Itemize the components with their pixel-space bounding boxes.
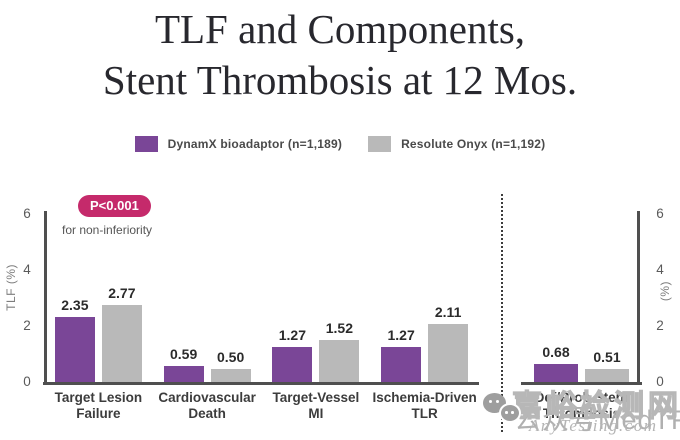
right-y-axis-label: (%): [658, 281, 672, 302]
legend-item: Resolute Onyx (n=1,192): [368, 136, 545, 152]
bar-value-label: 2.35: [61, 297, 89, 313]
bar-value-label: 1.27: [278, 327, 306, 343]
left-y-axis-line: [44, 211, 47, 383]
bar-dynamx-bioadaptor: [534, 364, 578, 383]
axis-tick: 4: [23, 262, 31, 277]
watermark-site-url: AnyTesting.com: [529, 416, 658, 435]
category-label: Target-Vessel MI: [272, 390, 360, 421]
axis-tick: 0: [23, 374, 31, 389]
category-label: Ischemia-Driven TLR: [372, 390, 477, 421]
bar-dynamx-bioadaptor: [272, 347, 313, 383]
bar-value-label: 0.51: [593, 349, 621, 365]
bar-resolute-onyx: [428, 324, 469, 383]
bar-value-label: 0.59: [170, 346, 198, 362]
left-x-axis-line: [43, 382, 479, 385]
bar-group: 2.35 2.77 Target Lesion Failure: [44, 193, 153, 421]
bar-dynamx-bioadaptor: [163, 366, 204, 383]
tlf-components-panel: 2.35 2.77 Target Lesion Failure 0.59 0.50 Card…: [44, 193, 479, 421]
bar-group: 1.27 1.52 Target-Vessel MI: [262, 193, 371, 421]
bar-group: 0.59 0.50 Cardiovascular Death: [153, 193, 262, 421]
legend-label: Resolute Onyx (n=1,192): [401, 137, 546, 151]
legend-label: DynamX bioadaptor (n=1,189): [167, 137, 343, 151]
wechat-icon: [483, 393, 521, 426]
category-label: Target Lesion Failure: [54, 390, 143, 421]
bar-resolute-onyx: [210, 369, 251, 383]
legend-swatch: [368, 136, 392, 152]
axis-tick: 6: [656, 206, 664, 221]
bar-dynamx-bioadaptor: [381, 347, 422, 383]
axis-tick: 2: [656, 318, 664, 333]
category-label: Def/Prob Stent Thrombosis: [534, 390, 629, 421]
bar-group: 1.27 2.11 Ischemia-Driven TLR: [370, 193, 479, 421]
p-value-badge: P<0.001: [78, 195, 151, 217]
axis-tick: 0: [656, 374, 664, 389]
bar-value-label: 2.11: [434, 304, 462, 320]
chart-title-line2: Stent Thrombosis at 12 Mos.: [102, 57, 578, 104]
bar-value-label: 1.52: [325, 320, 353, 336]
axis-tick: 6: [23, 206, 31, 221]
bar-dynamx-bioadaptor: [54, 317, 95, 383]
watermark-wechat-account: 公众号MedTF: [514, 405, 680, 435]
axis-tick: 4: [656, 262, 664, 277]
bar-group: 0.68 0.51 Def/Prob Stent Thrombosis: [521, 193, 642, 421]
bar-value-label: 2.77: [108, 285, 136, 301]
legend-item: DynamX bioadaptor (n=1,189): [134, 136, 343, 152]
bar-resolute-onyx: [101, 305, 142, 383]
bar-resolute-onyx: [585, 369, 629, 383]
stent-thrombosis-panel: 0.68 0.51 Def/Prob Stent Thrombosis: [521, 193, 642, 421]
watermark-site-name: 嘉峪检测网: [511, 389, 680, 423]
chart-title: TLF and Components, Stent Thrombosis at …: [0, 4, 680, 107]
panel-divider-dotted-line: [501, 194, 503, 432]
bar-resolute-onyx: [319, 340, 360, 383]
category-label: Cardiovascular Death: [158, 390, 256, 421]
axis-tick: 2: [23, 318, 31, 333]
right-y-axis-line: [637, 211, 640, 383]
bar-value-label: 0.50: [217, 349, 245, 365]
legend: DynamX bioadaptor (n=1,189) Resolute Onyx…: [0, 136, 680, 152]
legend-swatch: [134, 136, 158, 152]
bar-value-label: 0.68: [542, 344, 570, 360]
bar-value-label: 1.27: [387, 327, 415, 343]
non-inferiority-note: for non-inferiority: [62, 223, 153, 237]
chart-title-line1: TLF and Components,: [154, 6, 526, 52]
right-x-axis-line: [521, 382, 642, 385]
